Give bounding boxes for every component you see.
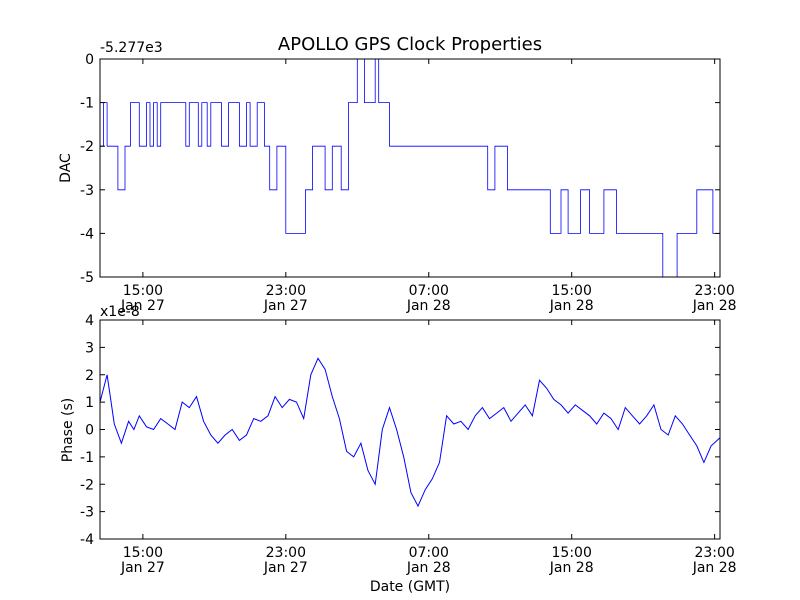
dac-ytick-label: -5: [80, 270, 94, 286]
dac-ytick-label: -1: [80, 96, 94, 112]
phase-xtick-time-label: 23:00: [694, 545, 734, 561]
dac-xtick-time-label: 15:00: [552, 283, 592, 299]
dac-ytick-label: 0: [85, 52, 94, 68]
dac-xtick-time-label: 23:00: [266, 283, 306, 299]
phase-ytick-label: -4: [80, 532, 94, 548]
phase-ytick-label: 2: [85, 368, 94, 384]
dac-ytick-label: -3: [80, 183, 94, 199]
dac-series-line: [100, 58, 721, 278]
phase-xtick-date-label: Jan 28: [549, 560, 594, 576]
dac-xtick-date-label: Jan 27: [263, 298, 308, 314]
phase-xtick-date-label: Jan 28: [406, 560, 451, 576]
phase-panel: x1e-8 Phase (s) Date (GMT) 4 3 2 1 0 -1 -2 -3 -4…: [60, 304, 737, 595]
phase-xtick-time-label: 15:00: [123, 545, 163, 561]
phase-ylabel: Phase (s): [60, 398, 76, 462]
phase-ytick-label: 4: [85, 313, 94, 329]
phase-ytick-label: 0: [85, 423, 94, 439]
dac-xtick-date-label: Jan 28: [549, 298, 594, 314]
phase-series-line: [99, 357, 721, 508]
phase-xtick-time-label: 07:00: [409, 545, 449, 561]
phase-xtick-date-label: Jan 28: [692, 560, 737, 576]
chart-title: APOLLO GPS Clock Properties: [278, 34, 542, 55]
dac-ylabel: DAC: [58, 153, 74, 183]
phase-ytick-label: 1: [85, 395, 94, 411]
phase-xtick-date-label: Jan 27: [263, 560, 308, 576]
phase-ytick-label: 3: [85, 340, 94, 356]
dac-xtick-time-label: 07:00: [409, 283, 449, 299]
phase-xtick-date-label: Jan 27: [120, 560, 165, 576]
phase-axes-frame: [99, 319, 721, 540]
phase-xlabel: Date (GMT): [370, 579, 450, 595]
phase-ytick-label: -1: [80, 450, 94, 466]
dac-xtick-date-label: Jan 27: [120, 298, 165, 314]
dac-xtick-date-label: Jan 28: [692, 298, 737, 314]
dac-ytick-label: -4: [80, 226, 94, 242]
dac-xtick-date-label: Jan 28: [406, 298, 451, 314]
phase-ytick-label: -2: [80, 477, 94, 493]
dac-xtick-time-label: 15:00: [123, 283, 163, 299]
phase-ytick-label: -3: [80, 505, 94, 521]
phase-xtick-time-label: 23:00: [266, 545, 306, 561]
dac-ytick-label: -2: [80, 139, 94, 155]
phase-offset-label: x1e-8: [100, 304, 140, 320]
dac-offset-label: -5.277e3: [100, 40, 163, 56]
dac-xtick-time-label: 23:00: [694, 283, 734, 299]
phase-xtick-time-label: 15:00: [552, 545, 592, 561]
dac-axes-frame: [99, 58, 721, 278]
